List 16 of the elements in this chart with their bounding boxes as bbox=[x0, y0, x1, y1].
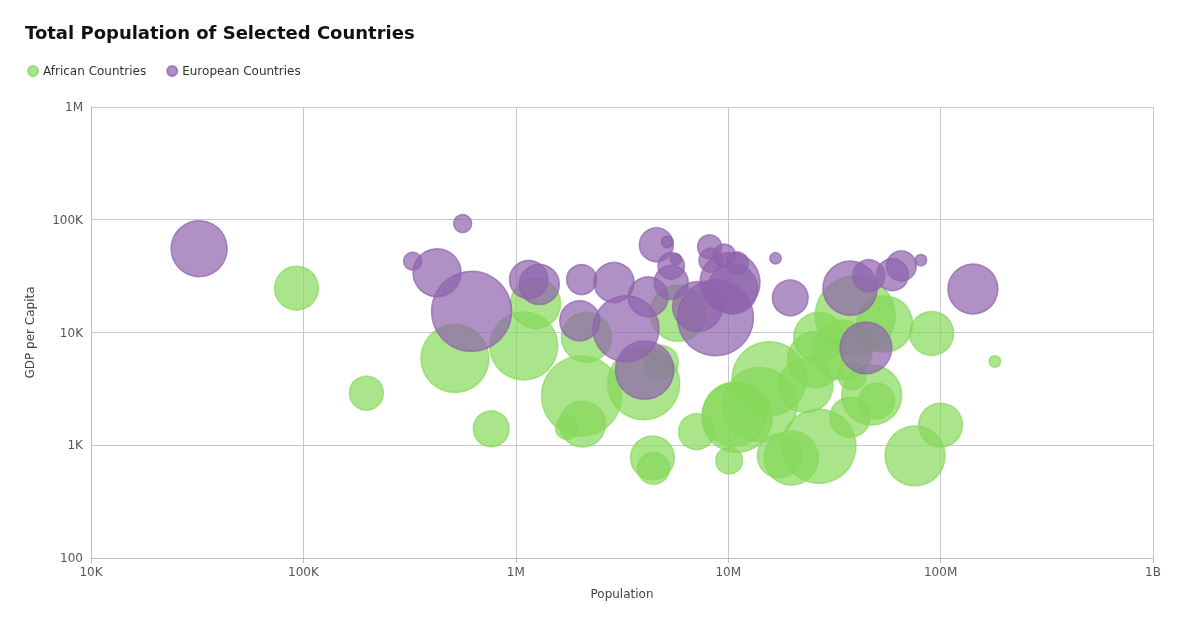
y-tick-label: 100 bbox=[60, 551, 83, 565]
x-tick-label: 100M bbox=[923, 565, 958, 579]
x-tick-label: 10M bbox=[715, 565, 742, 579]
legend-label: African Countries bbox=[43, 64, 147, 78]
x-tick-label: 1M bbox=[506, 565, 525, 579]
x-tick-label: 100K bbox=[288, 565, 320, 579]
y-axis-title: GDP per Capita bbox=[23, 286, 37, 379]
x-axis-title: Population bbox=[590, 587, 654, 601]
y-tick-label: 100K bbox=[52, 212, 85, 227]
chart-title: Total Population of Selected Countries bbox=[25, 21, 415, 43]
legend-label: European Countries bbox=[182, 64, 301, 78]
x-tick-label: 1B bbox=[1145, 565, 1161, 579]
y-tick-label: 1M bbox=[65, 100, 83, 114]
y-tick-label: 10K bbox=[59, 325, 85, 340]
y-tick-label: 1K bbox=[67, 438, 85, 453]
x-tick-label: 10K bbox=[79, 565, 104, 579]
